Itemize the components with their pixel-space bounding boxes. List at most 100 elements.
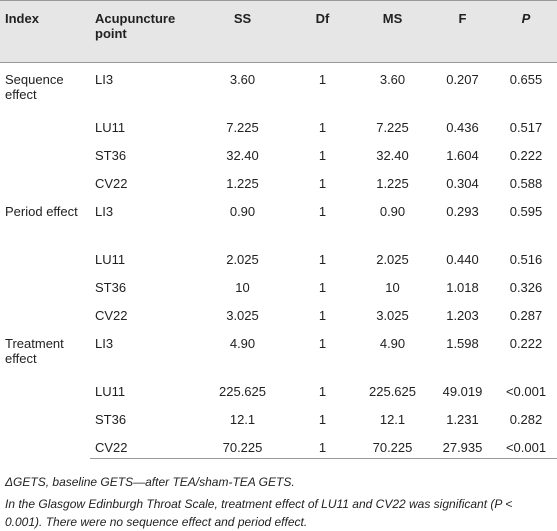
point-cell: CV22 <box>90 430 195 459</box>
table-row: ST36 12.1 1 12.1 1.231 0.282 <box>0 403 557 431</box>
p-cell: 0.326 <box>509 279 543 295</box>
point-cell: CV22 <box>95 175 128 191</box>
ms-cell: 2.025 <box>376 251 409 267</box>
ms-cell: 10 <box>385 279 400 295</box>
ss-cell: 7.225 <box>226 119 259 135</box>
p-cell: 0.595 <box>509 203 543 219</box>
f-cell: 1.598 <box>446 335 479 351</box>
df-cell: 1 <box>318 383 327 399</box>
point-cell: LU11 <box>95 119 126 135</box>
point-cell: ST36 <box>95 411 127 427</box>
point-cell: LI3 <box>95 203 114 219</box>
ms-cell: 1.225 <box>376 175 409 191</box>
ms-cell: 4.90 <box>379 335 406 351</box>
p-cell: <0.001 <box>495 430 557 459</box>
index-cell: Sequence effect <box>5 72 64 102</box>
f-cell: 27.935 <box>430 430 495 459</box>
f-cell: 1.231 <box>446 411 479 427</box>
point-cell: ST36 <box>95 279 127 295</box>
point-cell: CV22 <box>95 307 128 323</box>
table-row: ST36 10 1 10 1.018 0.326 <box>0 271 557 299</box>
df-cell: 1 <box>318 175 327 191</box>
f-cell: 0.293 <box>446 203 479 219</box>
ss-cell: 3.025 <box>226 307 259 323</box>
header-cell: Df <box>290 0 355 63</box>
ss-cell: 32.40 <box>226 147 259 163</box>
ms-cell: 225.625 <box>369 383 416 399</box>
index-cell: Period effect <box>5 203 78 219</box>
ss-cell: 10 <box>235 279 250 295</box>
p-cell: 0.516 <box>509 251 543 267</box>
f-cell: 1.604 <box>446 147 479 163</box>
f-cell: 0.207 <box>446 72 479 87</box>
table-row: LU11 2.025 1 2.025 0.440 0.516 <box>0 243 557 271</box>
ms-cell: 0.90 <box>379 203 406 219</box>
p-cell: 0.655 <box>509 72 543 87</box>
point-cell: LU11 <box>95 383 126 399</box>
header-cell: SS <box>195 0 290 63</box>
ms-cell: 12.1 <box>379 411 406 427</box>
f-cell: 1.018 <box>446 279 479 295</box>
table-body: Sequence effect LI3 3.60 1 3.60 0.207 0.655 LU1… <box>0 63 557 459</box>
ss-cell: 0.90 <box>229 203 256 219</box>
table-row: LU11 225.625 1 225.625 49.019 <0.001 <box>0 375 557 403</box>
header-row: Index Acupuncture point SS Df MS F P <box>0 0 557 63</box>
header-cell: F <box>430 0 495 63</box>
ms-cell: 32.40 <box>376 147 409 163</box>
ss-cell: 12.1 <box>229 411 256 427</box>
df-cell: 1 <box>318 203 327 219</box>
footnotes: ΔGETS, baseline GETS—after TEA/sham-TEA … <box>0 459 557 531</box>
footnote: ΔGETS, baseline GETS—after TEA/sham-TEA … <box>5 475 295 489</box>
table-row: ST36 32.40 1 32.40 1.604 0.222 <box>0 139 557 167</box>
p-cell: <0.001 <box>505 383 547 399</box>
point-cell: LU11 <box>95 251 126 267</box>
ss-cell: 2.025 <box>226 251 259 267</box>
df-cell: 1 <box>318 147 327 163</box>
f-cell: 0.436 <box>446 119 479 135</box>
df-cell: 1 <box>318 307 327 323</box>
ss-cell: 225.625 <box>219 383 266 399</box>
point-cell: LI3 <box>95 72 114 87</box>
header-cell: MS <box>355 0 430 63</box>
p-cell: 0.588 <box>509 175 543 191</box>
table-row: Sequence effect LI3 3.60 1 3.60 0.207 0.655 <box>0 63 557 111</box>
ms-cell: 3.025 <box>376 307 409 323</box>
df-cell: 1 <box>290 430 355 459</box>
ms-cell: 7.225 <box>376 119 409 135</box>
f-cell: 0.304 <box>446 175 479 191</box>
header-cell: Index <box>0 0 90 63</box>
header-cell: Acupuncture point <box>90 0 195 63</box>
df-cell: 1 <box>318 335 327 351</box>
header-cell: P <box>495 0 557 63</box>
ms-cell: 3.60 <box>379 72 406 87</box>
ss-cell: 1.225 <box>226 175 259 191</box>
table-row: Treatment effect LI3 4.90 1 4.90 1.598 0.222 <box>0 327 557 375</box>
p-cell: 0.287 <box>509 307 543 323</box>
table-row: CV22 3.025 1 3.025 1.203 0.287 <box>0 299 557 327</box>
df-cell: 1 <box>318 411 327 427</box>
anova-table: Index Acupuncture point SS Df MS F P Sequence … <box>0 0 557 459</box>
df-cell: 1 <box>318 72 327 87</box>
ss-cell: 4.90 <box>229 335 256 351</box>
table-row: LU11 7.225 1 7.225 0.436 0.517 <box>0 111 557 139</box>
footnote: In the Glasgow Edinburgh Throat Scale, t… <box>5 497 513 529</box>
p-cell: 0.282 <box>509 411 543 427</box>
p-cell: 0.222 <box>509 147 543 163</box>
table-row: CV22 1.225 1 1.225 0.304 0.588 <box>0 167 557 195</box>
point-cell: LI3 <box>95 335 114 351</box>
f-cell: 1.203 <box>446 307 479 323</box>
p-cell: 0.222 <box>509 335 543 351</box>
ss-cell: 70.225 <box>195 430 290 459</box>
table-header: Index Acupuncture point SS Df MS F P <box>0 0 557 63</box>
f-cell: 49.019 <box>442 383 483 399</box>
df-cell: 1 <box>318 251 327 267</box>
df-cell: 1 <box>318 279 327 295</box>
ss-cell: 3.60 <box>229 72 256 87</box>
point-cell: ST36 <box>95 147 127 163</box>
ms-cell: 70.225 <box>355 430 430 459</box>
df-cell: 1 <box>318 119 327 135</box>
f-cell: 0.440 <box>446 251 479 267</box>
table-row: Period effect LI3 0.90 1 0.90 0.293 0.595 <box>0 195 557 243</box>
table-row: CV22 70.225 1 70.225 27.935 <0.001 <box>0 430 557 459</box>
